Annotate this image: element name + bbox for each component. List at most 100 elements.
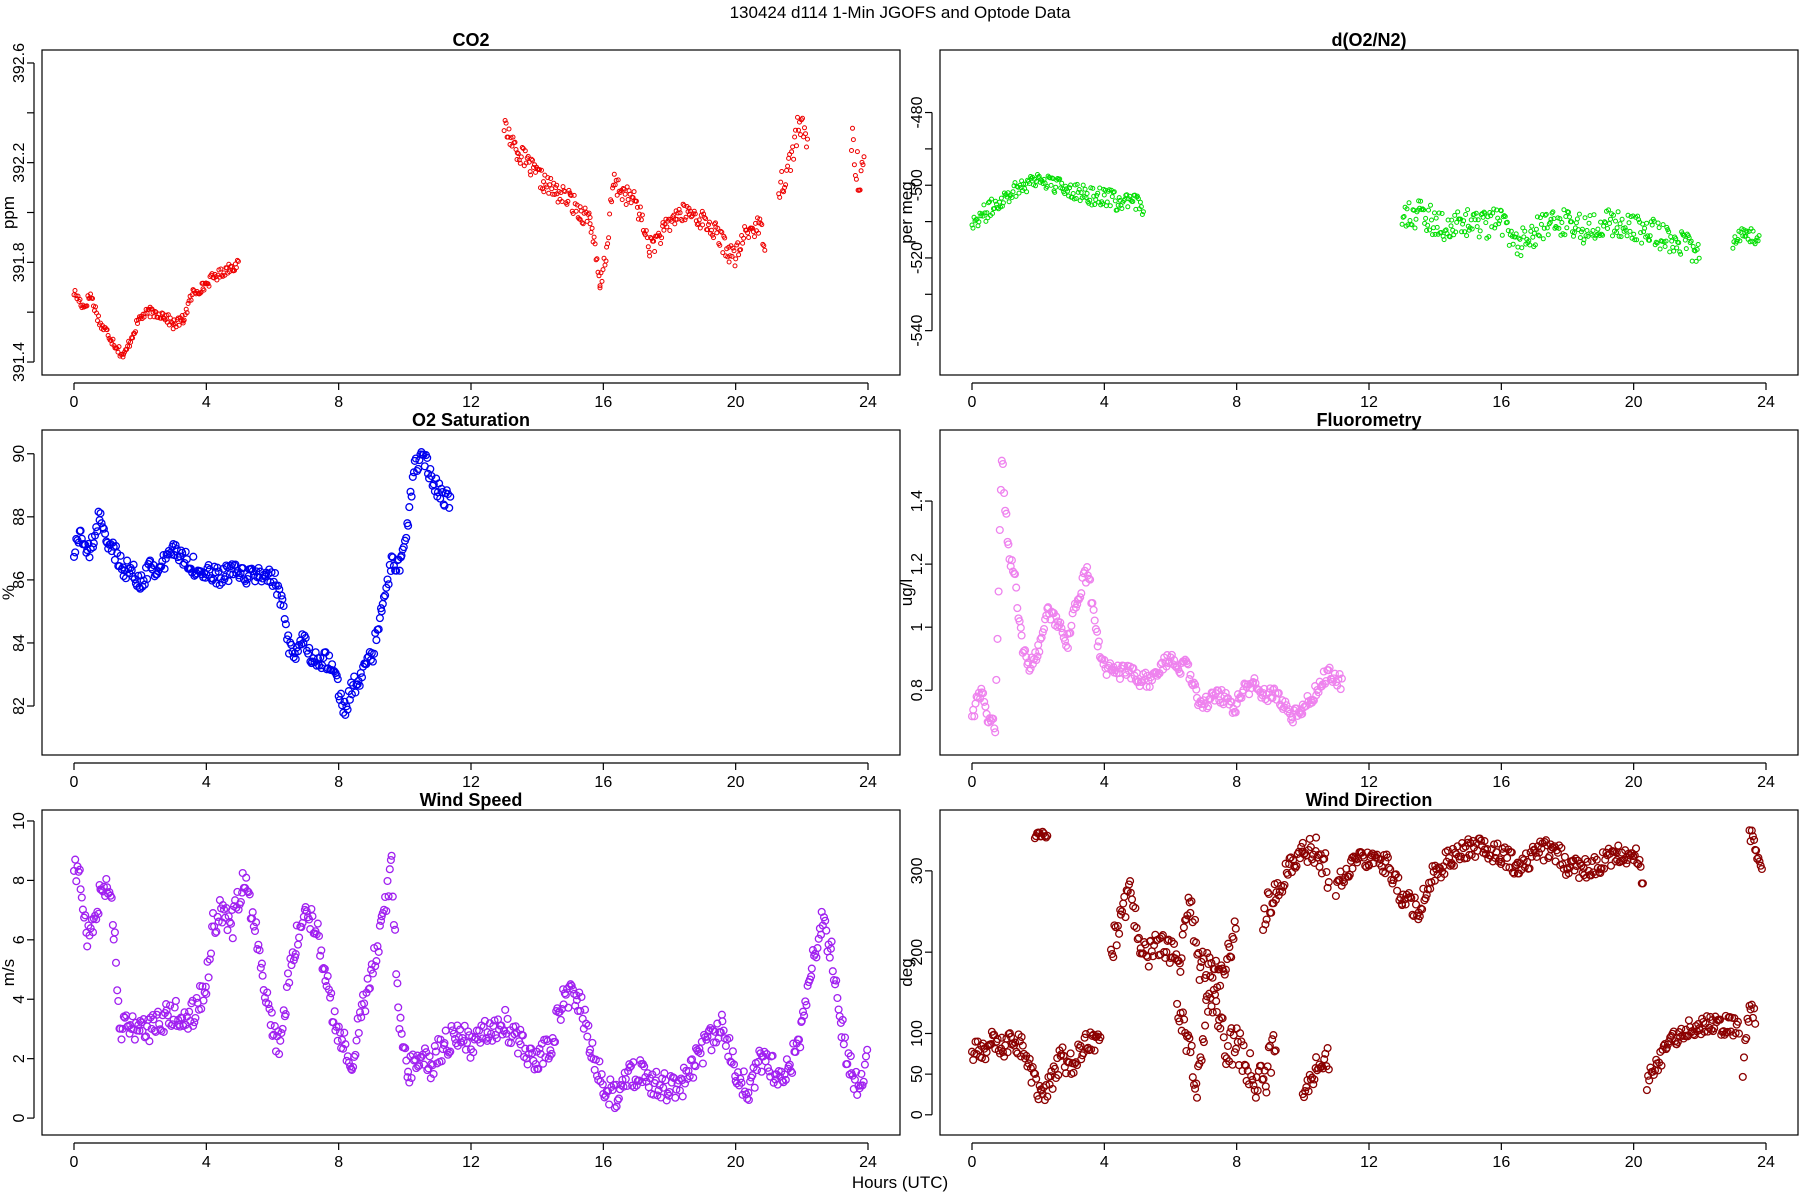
data-point [1231, 708, 1240, 717]
data-point [1301, 1087, 1310, 1096]
data-point [1182, 1046, 1191, 1056]
data-point [281, 620, 290, 629]
data-point [1562, 232, 1568, 238]
data-point [977, 1053, 986, 1062]
data-point [998, 459, 1007, 469]
data-point [1283, 870, 1292, 879]
data-point [624, 184, 630, 190]
data-point [236, 897, 245, 907]
data-point [350, 672, 359, 681]
data-point [1418, 198, 1424, 204]
data-point [1644, 220, 1650, 226]
data-point [717, 242, 723, 248]
data-point [975, 223, 981, 229]
data-point [528, 172, 534, 178]
data-point [1125, 204, 1131, 210]
data-point [516, 1040, 525, 1049]
data-point [442, 1046, 451, 1055]
data-point [655, 233, 661, 239]
data-point [198, 290, 204, 295]
data-point [1490, 840, 1499, 849]
data-point [523, 160, 529, 166]
data-point [794, 1035, 804, 1044]
data-point [179, 313, 185, 318]
data-point [149, 306, 155, 312]
data-point [488, 1036, 497, 1045]
data-point [427, 1060, 436, 1069]
data-point [757, 216, 763, 222]
data-point [860, 1060, 869, 1069]
data-point [575, 988, 584, 997]
data-point [234, 905, 243, 914]
data-point [406, 487, 415, 496]
data-point [1364, 861, 1374, 870]
data-point [621, 186, 627, 192]
data-point [107, 893, 116, 902]
data-point [1632, 237, 1638, 243]
data-point [395, 566, 404, 575]
data-point [1253, 1086, 1262, 1095]
data-point [1613, 218, 1618, 224]
data-point [1476, 836, 1486, 845]
data-point [619, 1082, 628, 1091]
data-point [659, 235, 665, 241]
data-point [677, 210, 683, 216]
data-point [1137, 199, 1143, 205]
data-point [831, 980, 840, 989]
data-point [445, 503, 454, 512]
data-point [1602, 219, 1608, 225]
data-point [762, 247, 768, 253]
x-tick-label: 0 [70, 1154, 79, 1171]
data-point [547, 1049, 556, 1058]
data-point [1482, 210, 1488, 216]
data-point [69, 552, 79, 561]
data-point [1310, 1075, 1319, 1084]
y-tick-label: 391.4 [11, 342, 28, 382]
data-point [1584, 228, 1590, 233]
data-point [1645, 1076, 1654, 1085]
data-point [1201, 1021, 1210, 1030]
data-point [175, 315, 181, 321]
data-point [529, 156, 534, 162]
y-tick-label: 8 [11, 876, 28, 885]
data-point [1497, 857, 1506, 866]
data-point [1086, 575, 1095, 584]
data-point [839, 1040, 848, 1049]
data-point [786, 155, 792, 161]
data-point [330, 1007, 339, 1016]
data-point [993, 1034, 1002, 1044]
data-point [1592, 235, 1598, 241]
data-point [1502, 214, 1508, 219]
data-point [640, 1062, 649, 1071]
data-point [584, 1021, 593, 1030]
data-point [113, 986, 122, 995]
data-point [1320, 854, 1329, 863]
data-point [545, 1051, 554, 1060]
data-point [1571, 854, 1580, 863]
data-point [121, 351, 127, 357]
x-tick-label: 24 [859, 394, 877, 411]
data-point [270, 568, 280, 578]
data-point [1035, 174, 1041, 180]
data-point [1499, 232, 1505, 238]
data-point [1587, 213, 1593, 219]
data-point [643, 1069, 652, 1078]
data-point [807, 972, 816, 981]
data-point [90, 531, 100, 540]
data-point [756, 230, 761, 236]
data-point [197, 290, 203, 296]
data-point [786, 1066, 795, 1076]
data-point [722, 235, 728, 241]
data-point [1227, 953, 1236, 962]
data-point [989, 714, 998, 723]
data-point [577, 992, 586, 1002]
data-point [1208, 973, 1217, 982]
data-point [86, 924, 95, 933]
data-point [729, 253, 735, 259]
data-point [802, 125, 807, 131]
data-point [363, 974, 372, 983]
data-point [1519, 245, 1525, 251]
data-point [1179, 923, 1188, 932]
data-point [1281, 859, 1290, 868]
